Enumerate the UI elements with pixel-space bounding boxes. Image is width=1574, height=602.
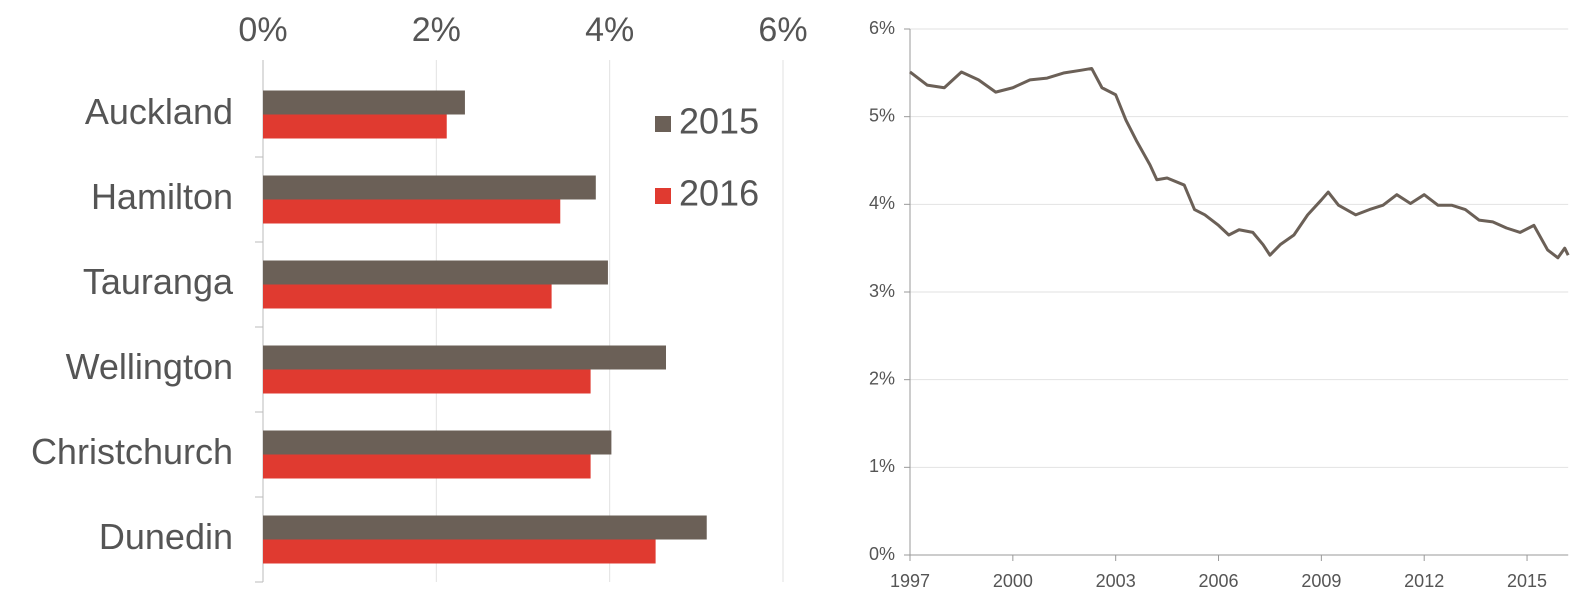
y-tick-label: Auckland (85, 91, 233, 132)
x-tick-label: 1997 (890, 571, 930, 591)
x-tick-label: 2015 (1507, 571, 1547, 591)
x-tick-label: 6% (758, 11, 807, 49)
bar (263, 454, 591, 479)
data-line (909, 66, 1570, 260)
bar (263, 260, 608, 285)
y-tick-label: Tauranga (83, 261, 234, 302)
x-tick-label: 2% (412, 11, 461, 49)
y-tick-label: 5% (869, 105, 895, 125)
bar (263, 539, 656, 564)
x-tick-label: 2006 (1198, 571, 1238, 591)
bar (263, 515, 707, 540)
y-tick-label: Christchurch (31, 431, 233, 472)
bar (263, 284, 552, 309)
y-tick-label: Hamilton (91, 176, 233, 217)
y-tick-label: 1% (869, 456, 895, 476)
legend-label: 2015 (679, 101, 759, 142)
legend-swatch (655, 188, 671, 204)
legend-swatch (655, 116, 671, 132)
y-tick-label: 0% (869, 544, 895, 564)
bar (263, 369, 591, 394)
bar (263, 90, 465, 115)
legend-label: 2016 (679, 173, 759, 214)
x-tick-label: 2003 (1096, 571, 1136, 591)
bar (263, 114, 447, 139)
bar (263, 430, 612, 455)
bar (263, 199, 561, 224)
x-tick-label: 0% (238, 11, 287, 49)
x-tick-label: 2000 (993, 571, 1033, 591)
y-tick-label: 6% (869, 18, 895, 38)
y-tick-label: 3% (869, 281, 895, 301)
y-tick-label: Dunedin (99, 516, 233, 557)
y-tick-label: 2% (869, 368, 895, 388)
y-tick-label: Wellington (66, 346, 233, 387)
x-tick-label: 4% (585, 11, 634, 49)
x-tick-label: 2012 (1404, 571, 1444, 591)
bar (263, 175, 596, 200)
bar (263, 345, 666, 370)
x-tick-label: 2009 (1301, 571, 1341, 591)
y-tick-label: 4% (869, 193, 895, 213)
